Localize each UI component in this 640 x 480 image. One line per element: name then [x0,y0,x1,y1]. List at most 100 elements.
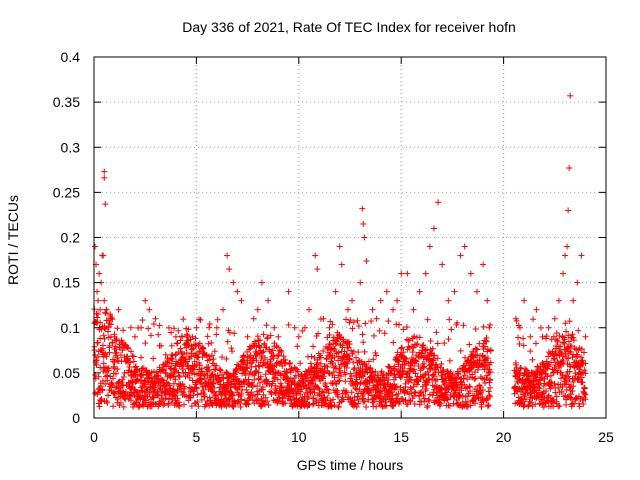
data-point [350,319,357,326]
data-point [254,383,261,390]
data-point [355,400,362,407]
data-point [451,288,458,295]
data-point [257,373,264,380]
data-point [322,399,329,406]
data-point [168,355,175,362]
data-point [435,199,442,206]
data-point [308,353,315,360]
data-point [175,402,182,409]
data-point [278,348,285,355]
data-point [344,360,351,367]
data-point [457,347,464,354]
data-point [416,288,423,295]
data-point [165,396,172,403]
y-tick-label: 0.1 [61,320,81,336]
data-point [369,306,376,313]
data-point [163,379,170,386]
data-point [330,334,337,341]
y-tick-label: 0.35 [53,94,80,110]
data-point [430,225,437,232]
data-point [142,297,149,304]
data-point [170,380,177,387]
data-point [427,365,434,372]
data-point [487,376,494,383]
data-point [265,402,272,409]
data-point [111,365,118,372]
data-point [355,323,362,330]
data-point [224,252,231,259]
x-tick-label: 20 [496,429,512,445]
data-point [262,356,269,363]
data-point [331,374,338,381]
x-tick-label: 15 [393,429,409,445]
data-point [484,297,491,304]
data-point [350,359,357,366]
data-point [487,346,494,353]
data-point [236,400,243,407]
data-point [251,376,258,383]
data-point [127,397,134,404]
data-point [424,402,431,409]
data-point [100,252,107,259]
data-point [244,333,251,340]
data-point [282,356,289,363]
data-point [271,375,278,382]
data-point [206,324,213,331]
data-point [129,352,136,359]
data-point [327,358,334,365]
data-point [264,398,271,405]
data-point [335,404,342,411]
data-point [150,394,157,401]
data-point [301,324,308,331]
data-point [104,399,111,406]
data-point [183,393,190,400]
data-point [126,363,133,370]
data-point [413,341,420,348]
data-point [152,382,159,389]
y-tick-label: 0.15 [53,275,80,291]
data-point [139,317,146,324]
data-point [338,261,345,268]
data-point [344,306,351,313]
data-point [94,339,101,346]
data-point [321,394,328,401]
data-point [143,384,150,391]
data-point [199,383,206,390]
data-point [250,315,257,322]
data-point [262,371,269,378]
data-point [299,327,306,334]
data-point [403,336,410,343]
data-point [119,376,126,383]
data-point [176,374,183,381]
data-point [269,365,276,372]
data-point [564,243,571,250]
data-point [424,404,431,411]
data-point [119,347,126,354]
data-point [230,404,237,411]
data-point [124,344,131,351]
data-point [343,389,350,396]
data-point [94,311,101,318]
data-point [156,342,163,349]
data-point [263,322,270,329]
data-point [113,337,120,344]
data-point [279,395,286,402]
data-point [426,243,433,250]
data-point [208,372,215,379]
data-point [486,324,493,331]
data-point [226,377,233,384]
data-point [127,324,134,331]
data-point [363,257,370,264]
data-point [181,383,188,390]
data-point [245,401,252,408]
data-point [342,371,349,378]
data-point [246,346,253,353]
data-point [206,356,213,363]
x-tick-label: 5 [193,429,201,445]
data-point [238,297,245,304]
data-point [231,330,238,337]
data-point [225,396,232,403]
data-point [527,333,534,340]
data-point [270,352,277,359]
data-point [121,369,128,376]
